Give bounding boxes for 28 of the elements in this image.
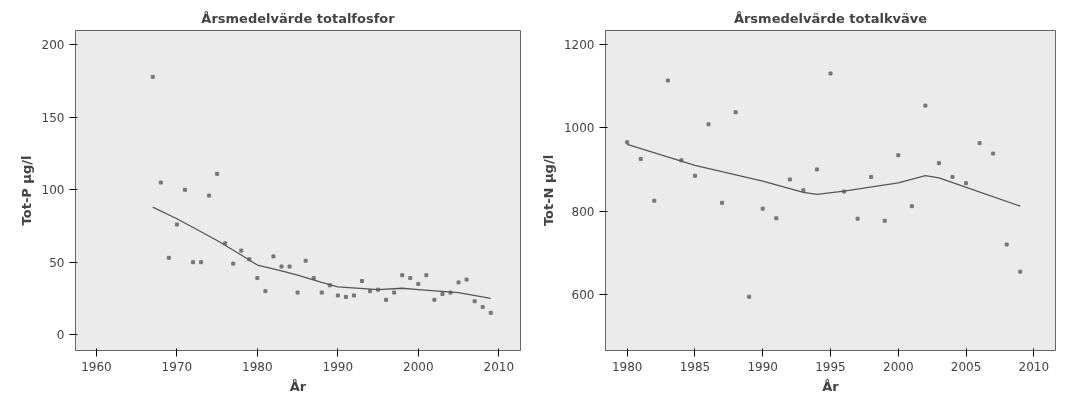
x-axis-title: År <box>822 378 840 394</box>
y-tick-label: 100 <box>41 183 65 198</box>
y-tick-label: 600 <box>571 288 595 303</box>
y-tick-label: 150 <box>41 110 65 125</box>
y-tick-label: 1000 <box>563 121 595 136</box>
x-tick-label: 1995 <box>815 359 846 374</box>
x-tick-label: 1980 <box>242 359 273 374</box>
x-tick-label: 1980 <box>611 359 643 374</box>
x-tick-label: 2000 <box>403 359 434 374</box>
x-tick-label: 2000 <box>883 359 914 374</box>
x-tick-label: 1985 <box>679 359 711 374</box>
x-tick-label: 1990 <box>747 359 779 374</box>
x-tick-label: 2005 <box>950 359 982 374</box>
x-tick-label: 2010 <box>1018 359 1050 374</box>
y-tick-label: 800 <box>571 204 595 219</box>
y-axis-title: Tot-P µg/l <box>18 155 34 226</box>
x-tick-label: 1990 <box>322 359 354 374</box>
chart-title: Årsmedelvärde totalkväve <box>733 10 928 26</box>
y-axis-title: Tot-N µg/l <box>540 154 556 227</box>
y-tick-label: 200 <box>41 38 65 53</box>
x-axis-title: År <box>289 378 307 394</box>
chart-title: Årsmedelvärde totalfosfor <box>201 10 396 26</box>
y-tick-label: 50 <box>49 255 65 270</box>
y-tick-label: 0 <box>56 328 65 343</box>
y-tick-label: 1200 <box>563 37 595 52</box>
x-tick-label: 1970 <box>161 359 193 374</box>
x-tick-label: 1960 <box>81 359 112 374</box>
x-tick-label: 2010 <box>483 359 515 374</box>
